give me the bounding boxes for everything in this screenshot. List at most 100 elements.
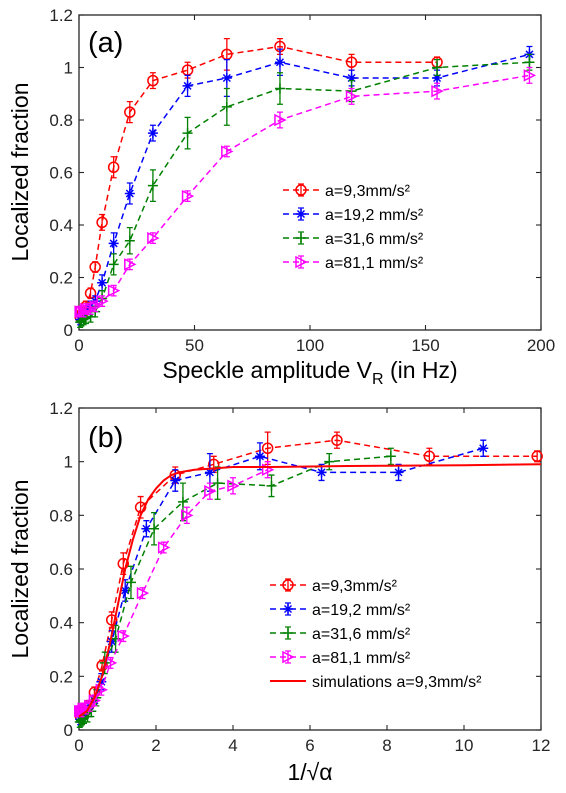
data-point [432, 62, 443, 73]
data-point [346, 73, 357, 83]
data-point [84, 287, 97, 299]
data-point [423, 450, 436, 463]
data-point [147, 231, 160, 245]
y-tick-label: 0.2 [49, 667, 73, 686]
legend-marker [295, 184, 307, 196]
data-point [107, 284, 121, 297]
legend-label: a=9,3mm/s² [312, 578, 398, 595]
data-point [96, 659, 108, 672]
x-tick-label: 200 [527, 336, 555, 355]
y-tick-label: 0.4 [49, 216, 73, 235]
legend-marker [282, 650, 295, 664]
data-point [96, 676, 107, 687]
data-point [177, 496, 188, 507]
data-point [105, 614, 118, 626]
data-point [345, 90, 359, 103]
legend: a=9,3mm/s² a=19,2 mm/s² a=31,6 mm/s² a=81,1… [270, 578, 482, 691]
y-tick-label: 1.2 [49, 399, 73, 418]
error-bar [526, 66, 533, 84]
error-bar [110, 156, 117, 179]
data-point [124, 188, 135, 199]
error-bar [149, 232, 156, 245]
series-5 [78, 463, 542, 718]
y-tick-label: 0 [64, 721, 73, 740]
data-point [106, 636, 117, 647]
data-point [147, 74, 159, 87]
x-axis-title: Speckle amplitude VR (in Hz) [162, 357, 457, 388]
data-point [274, 113, 287, 127]
y-tick-label: 1.2 [49, 6, 73, 25]
data-point [107, 161, 120, 173]
data-point [266, 480, 277, 491]
simulation-line [78, 463, 542, 718]
legend-marker [296, 209, 306, 219]
data-point [147, 180, 158, 191]
data-point [182, 80, 193, 91]
data-point [181, 509, 194, 522]
data-point [221, 101, 232, 112]
data-point [97, 277, 108, 288]
data-point [149, 523, 160, 534]
error-bar [126, 258, 133, 271]
error-bar [99, 295, 106, 308]
y-tick-label: 0.8 [49, 506, 73, 525]
legend-label: a=81,1 mm/s² [312, 650, 411, 667]
error-bar [223, 145, 230, 158]
y-tick-label: 0.6 [49, 560, 73, 579]
legend-label: a=9,3mm/s² [325, 183, 411, 200]
data-point [261, 442, 274, 454]
legend-marker [296, 233, 306, 243]
data-point [181, 189, 195, 203]
data-point [77, 702, 90, 715]
data-point [124, 106, 136, 118]
data-point [89, 300, 102, 313]
data-point [96, 216, 108, 229]
data-point [331, 434, 343, 446]
legend-errorbar [298, 183, 304, 197]
panel-b-chart: 0 2 4 6 8 10 12 0 0.2 0.4 0.6 0.8 1 1.2 a=9,3mm/s² a=19… [7, 399, 550, 785]
legend-label: a=31,6 mm/s² [325, 231, 424, 248]
error-bar [348, 87, 355, 105]
x-tick-label: 12 [532, 736, 551, 755]
legend-label: simulations a=9,3mm/s² [312, 674, 482, 691]
error-bar [126, 100, 133, 124]
data-point [274, 83, 285, 94]
error-bar [183, 506, 190, 525]
legend-marker [295, 255, 308, 269]
data-point [524, 57, 535, 68]
legend-label: a=19,2 mm/s² [325, 207, 424, 224]
legend-label: a=81,1 mm/s² [325, 255, 424, 272]
legend-errorbar [285, 578, 291, 592]
legend-label: a=19,2 mm/s² [312, 602, 411, 619]
data-point [170, 475, 181, 486]
data-point [108, 259, 119, 270]
data-point [125, 577, 136, 588]
data-point [182, 128, 193, 139]
y-tick-label: 0.2 [49, 269, 73, 288]
x-tick-label: 0 [74, 336, 83, 355]
data-point [393, 467, 404, 478]
data-point [531, 450, 543, 463]
data-point [316, 467, 327, 478]
legend-marker [283, 628, 293, 638]
y-tick-label: 0.6 [49, 164, 73, 183]
x-tick-label: 6 [305, 736, 314, 755]
x-tick-label: 150 [411, 336, 439, 355]
error-bar [434, 82, 441, 100]
legend-errorbar [285, 650, 291, 664]
data-point [136, 586, 150, 600]
data-point [212, 478, 223, 489]
legend-errorbar [298, 255, 304, 269]
error-bar [107, 656, 114, 669]
data-point [227, 479, 240, 493]
data-point [523, 69, 537, 82]
x-tick-label: 4 [228, 736, 237, 755]
x-tick-label: 2 [151, 736, 160, 755]
error-bar [160, 541, 167, 554]
data-point [117, 557, 130, 570]
error-bar [184, 190, 191, 203]
error-bar [120, 630, 127, 643]
data-point [96, 294, 109, 308]
y-axis-title: Localized fraction [7, 480, 33, 659]
